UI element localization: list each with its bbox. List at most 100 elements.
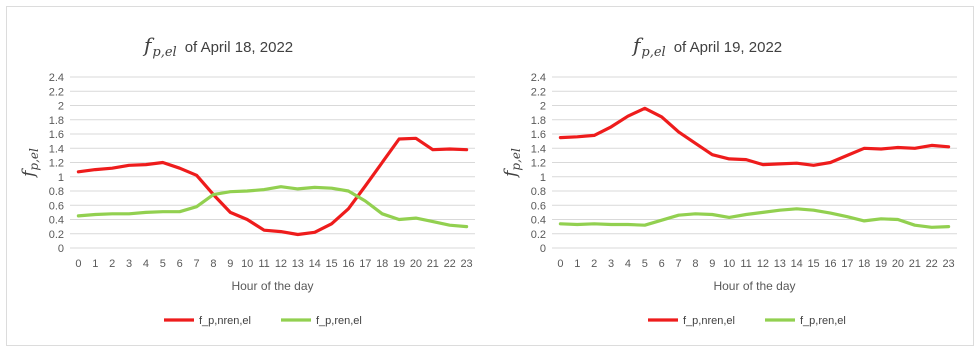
x-tick-label: 12 xyxy=(275,258,287,270)
y-tick-label: 1.6 xyxy=(49,129,64,141)
y-axis-symbol: f xyxy=(19,168,39,179)
title-text: of April 19, 2022 xyxy=(674,39,782,56)
x-tick-label: 11 xyxy=(258,258,269,270)
y-tick-label: 2.4 xyxy=(49,72,64,84)
x-tick-label: 3 xyxy=(608,258,614,270)
y-tick-label: 2.2 xyxy=(531,86,546,98)
x-tick-label: 10 xyxy=(241,258,253,270)
y-tick-label: 0.8 xyxy=(531,186,546,198)
series-line-nren xyxy=(76,136,469,237)
y-tick-label: 0.4 xyxy=(531,215,546,227)
title-text: of April 18, 2022 xyxy=(185,39,293,56)
x-tick-label: 5 xyxy=(160,258,166,270)
x-tick-label: 14 xyxy=(791,258,803,270)
series-line-ren xyxy=(76,185,469,229)
x-tick-label: 6 xyxy=(659,258,665,270)
x-tick-label: 6 xyxy=(177,258,183,270)
x-axis-title: Hour of the day xyxy=(713,279,795,293)
y-tick-label: 1.6 xyxy=(531,129,546,141)
series-line-nren xyxy=(558,106,951,167)
y-tick-label: 1.8 xyxy=(531,115,546,127)
x-tick-label: 22 xyxy=(444,258,456,270)
y-axis-title: fp,el xyxy=(501,148,523,179)
chart-2: fp,el of April 19, 202200.20.40.60.811.21… xyxy=(501,33,957,327)
legend-label-nren: f_p,nren,el xyxy=(683,315,735,327)
y-tick-label: 0.2 xyxy=(49,229,64,241)
y-tick-label: 0 xyxy=(58,243,64,255)
x-tick-label: 7 xyxy=(194,258,200,270)
legend-label-nren: f_p,nren,el xyxy=(199,315,251,327)
figure-border xyxy=(6,6,974,346)
y-tick-label: 2 xyxy=(540,101,546,113)
y-tick-label: 0.4 xyxy=(49,215,64,227)
x-tick-label: 15 xyxy=(325,258,337,270)
x-tick-label: 4 xyxy=(143,258,149,270)
x-tick-label: 2 xyxy=(109,258,115,270)
y-tick-label: 0.2 xyxy=(531,229,546,241)
x-tick-label: 8 xyxy=(692,258,698,270)
y-tick-label: 0.6 xyxy=(49,200,64,212)
y-tick-label: 1.4 xyxy=(49,143,64,155)
chart-title: fp,el of April 19, 2022 xyxy=(631,33,782,60)
x-tick-label: 0 xyxy=(75,258,81,270)
chart-1: fp,el of April 18, 202200.20.40.60.811.21… xyxy=(19,33,475,327)
x-tick-label: 0 xyxy=(557,258,563,270)
x-tick-label: 21 xyxy=(427,258,439,270)
x-tick-label: 18 xyxy=(376,258,388,270)
x-tick-label: 1 xyxy=(92,258,98,270)
x-tick-label: 15 xyxy=(807,258,819,270)
x-tick-label: 13 xyxy=(774,258,786,270)
x-tick-label: 20 xyxy=(892,258,904,270)
title-subscript: p,el xyxy=(152,45,176,60)
y-tick-label: 0.6 xyxy=(531,200,546,212)
x-tick-label: 23 xyxy=(460,258,472,270)
legend-label-ren: f_p,ren,el xyxy=(316,315,362,327)
y-axis-title: fp,el xyxy=(19,148,41,179)
x-tick-label: 13 xyxy=(292,258,304,270)
x-tick-label: 2 xyxy=(591,258,597,270)
y-tick-label: 1 xyxy=(58,172,64,184)
y-tick-label: 1.8 xyxy=(49,115,64,127)
x-tick-label: 18 xyxy=(858,258,870,270)
x-tick-label: 5 xyxy=(642,258,648,270)
y-tick-label: 2.2 xyxy=(49,86,64,98)
x-tick-label: 12 xyxy=(757,258,769,270)
y-tick-label: 1.4 xyxy=(531,143,546,155)
x-tick-label: 4 xyxy=(625,258,631,270)
x-tick-label: 20 xyxy=(410,258,422,270)
chart-title: fp,el of April 18, 2022 xyxy=(142,33,293,60)
y-tick-label: 2.4 xyxy=(531,72,546,84)
x-tick-label: 10 xyxy=(723,258,735,270)
legend-label-ren: f_p,ren,el xyxy=(800,315,846,327)
x-tick-label: 23 xyxy=(942,258,954,270)
y-tick-label: 1.2 xyxy=(49,158,64,170)
x-axis-title: Hour of the day xyxy=(231,279,313,293)
x-tick-label: 1 xyxy=(574,258,580,270)
x-tick-label: 8 xyxy=(210,258,216,270)
y-axis-subscript: p,el xyxy=(509,148,523,171)
x-tick-label: 17 xyxy=(841,258,853,270)
y-tick-label: 0.8 xyxy=(49,186,64,198)
y-tick-label: 0 xyxy=(540,243,546,255)
y-tick-label: 1.2 xyxy=(531,158,546,170)
y-axis-symbol: f xyxy=(501,168,521,179)
y-axis-subscript: p,el xyxy=(27,148,41,171)
x-tick-label: 9 xyxy=(227,258,233,270)
x-tick-label: 21 xyxy=(909,258,921,270)
x-tick-label: 16 xyxy=(824,258,836,270)
x-tick-label: 16 xyxy=(342,258,354,270)
y-tick-label: 2 xyxy=(58,101,64,113)
y-tick-label: 1 xyxy=(540,172,546,184)
x-tick-label: 14 xyxy=(309,258,321,270)
x-tick-label: 17 xyxy=(359,258,371,270)
series-line-ren xyxy=(558,207,951,229)
x-tick-label: 7 xyxy=(676,258,682,270)
x-tick-label: 11 xyxy=(740,258,751,270)
x-tick-label: 19 xyxy=(393,258,405,270)
title-subscript: p,el xyxy=(641,45,665,60)
x-tick-label: 9 xyxy=(709,258,715,270)
x-tick-label: 19 xyxy=(875,258,887,270)
x-tick-label: 3 xyxy=(126,258,132,270)
